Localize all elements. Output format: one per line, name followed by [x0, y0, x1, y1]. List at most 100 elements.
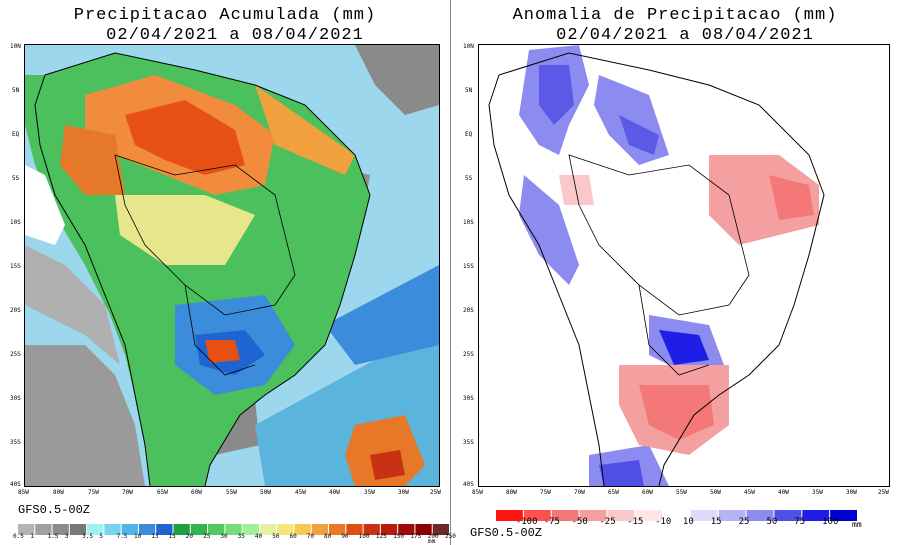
- legend-swatch: [415, 524, 432, 535]
- lat-label: 5S: [465, 175, 473, 182]
- lat-label: 5N: [465, 87, 473, 94]
- legend-swatch: [380, 524, 398, 535]
- legend-tick-label: 80: [324, 533, 332, 540]
- legend-swatch: [138, 524, 156, 535]
- legend-tick-label: -25: [599, 517, 616, 527]
- lon-label: 60W: [191, 489, 202, 496]
- lat-label: 25S: [463, 351, 474, 358]
- legend-swatch: [663, 510, 690, 521]
- legend-tick-label: 35: [237, 533, 245, 540]
- left-title-line2: 02/04/2021 a 08/04/2021: [106, 26, 364, 45]
- legend-tick-label: 15: [168, 533, 176, 540]
- lon-label: 55W: [226, 489, 237, 496]
- legend-tick-label: 60: [289, 533, 297, 540]
- lat-label: 30S: [10, 395, 21, 402]
- legend-tick-label: 90: [341, 533, 349, 540]
- legend-swatch: [35, 524, 52, 535]
- legend-tick-label: 125: [375, 533, 387, 540]
- legend-tick-label: 40: [254, 533, 263, 540]
- coast-no-data: [25, 165, 65, 245]
- legend-swatch: [104, 524, 121, 535]
- legend-swatch: [398, 524, 415, 535]
- lon-label: 75W: [88, 489, 99, 496]
- legend-tick-label: 100: [822, 517, 839, 527]
- legend-swatch: [329, 524, 346, 535]
- legend-tick-label: 1.5: [47, 533, 59, 540]
- legend-tick-label: -75: [543, 517, 560, 527]
- legend-swatch: [277, 524, 294, 535]
- right-title-line1: Anomalia de Precipitacao (mm): [512, 6, 838, 25]
- lon-label: 50W: [260, 489, 271, 496]
- lon-label: 70W: [574, 489, 585, 496]
- legend-swatch: [496, 510, 523, 521]
- lon-label: 70W: [122, 489, 133, 496]
- lon-label: 50W: [710, 489, 721, 496]
- legend-swatch: [579, 510, 607, 521]
- legend-swatch: [156, 524, 173, 535]
- positive-anomaly-andes: [519, 175, 579, 285]
- legend-swatch: [635, 510, 663, 521]
- legend-tick-label: 15: [710, 517, 722, 527]
- negative-anomaly-south-core: [639, 385, 714, 440]
- legend-tick-label: 100: [358, 533, 370, 540]
- coastline-west: [488, 74, 605, 486]
- lon-label: 35W: [364, 489, 375, 496]
- negative-anomaly-northeast-core: [769, 175, 814, 220]
- rain-south-atlantic-core: [370, 450, 405, 480]
- positive-anomaly-paraguay-core: [659, 330, 709, 365]
- legend-tick-label: -100: [515, 517, 538, 527]
- legend-tick-label: 13: [151, 533, 159, 540]
- heavy-rain-amazon-core: [125, 100, 245, 175]
- legend-swatch: [802, 510, 830, 521]
- legend-tick-label: 10: [133, 533, 142, 540]
- lon-label: 45W: [295, 489, 306, 496]
- lat-label: EQ: [12, 131, 20, 138]
- lat-label: 5S: [12, 175, 20, 182]
- coastline-east: [498, 52, 825, 486]
- lat-label: 25S: [10, 351, 21, 358]
- legend-swatch: [259, 524, 277, 535]
- lon-label: 55W: [676, 489, 687, 496]
- lon-label: 25W: [878, 489, 889, 496]
- legend-swatch: [208, 524, 225, 535]
- legend-tick-label: 175: [410, 533, 422, 540]
- lon-label: 25W: [430, 489, 441, 496]
- lat-label: 15S: [10, 263, 21, 270]
- lat-label: EQ: [465, 131, 473, 138]
- lat-label: 15S: [463, 263, 474, 270]
- legend-tick-label: 150: [393, 533, 404, 540]
- left-title-line1: Precipitacao Acumulada (mm): [73, 6, 377, 25]
- positive-anomaly-amazon-core: [619, 115, 659, 155]
- legend-swatch: [311, 524, 329, 535]
- legend-tick-label: 70: [306, 533, 314, 540]
- lon-label: 45W: [744, 489, 755, 496]
- country-borders: [114, 154, 296, 316]
- legend-tick-label: 25: [203, 533, 211, 540]
- lat-label: 40S: [10, 481, 21, 488]
- legend-tick-label: 50: [766, 517, 778, 527]
- legend-swatch: [18, 524, 35, 535]
- lat-label: 35S: [10, 439, 21, 446]
- ocean-band-mid: [325, 265, 439, 365]
- legend-tick-label: 5: [99, 533, 104, 540]
- legend-swatch: [690, 510, 718, 521]
- lon-label: 75W: [540, 489, 551, 496]
- legend-tick-label: 1: [30, 533, 34, 540]
- lat-label: 10N: [10, 43, 21, 50]
- lat-label: 35S: [463, 439, 474, 446]
- legend-tick-label: 30: [220, 533, 228, 540]
- lat-label: 5N: [12, 87, 20, 94]
- legend-swatch: [294, 524, 311, 535]
- legend-swatch: [363, 524, 380, 535]
- lon-label: 80W: [53, 489, 64, 496]
- left-legend-unit: mm: [428, 538, 436, 545]
- dry-atlantic-north: [355, 45, 439, 115]
- lon-label: 65W: [157, 489, 168, 496]
- legend-tick-label: 75: [794, 517, 806, 527]
- dry-ocean-pacific: [25, 245, 120, 365]
- lon-label: 30W: [846, 489, 857, 496]
- left-legend-bar: [18, 524, 449, 535]
- coastline-west: [34, 74, 151, 486]
- state-borders: [638, 284, 710, 376]
- positive-anomaly-north-core: [539, 65, 574, 125]
